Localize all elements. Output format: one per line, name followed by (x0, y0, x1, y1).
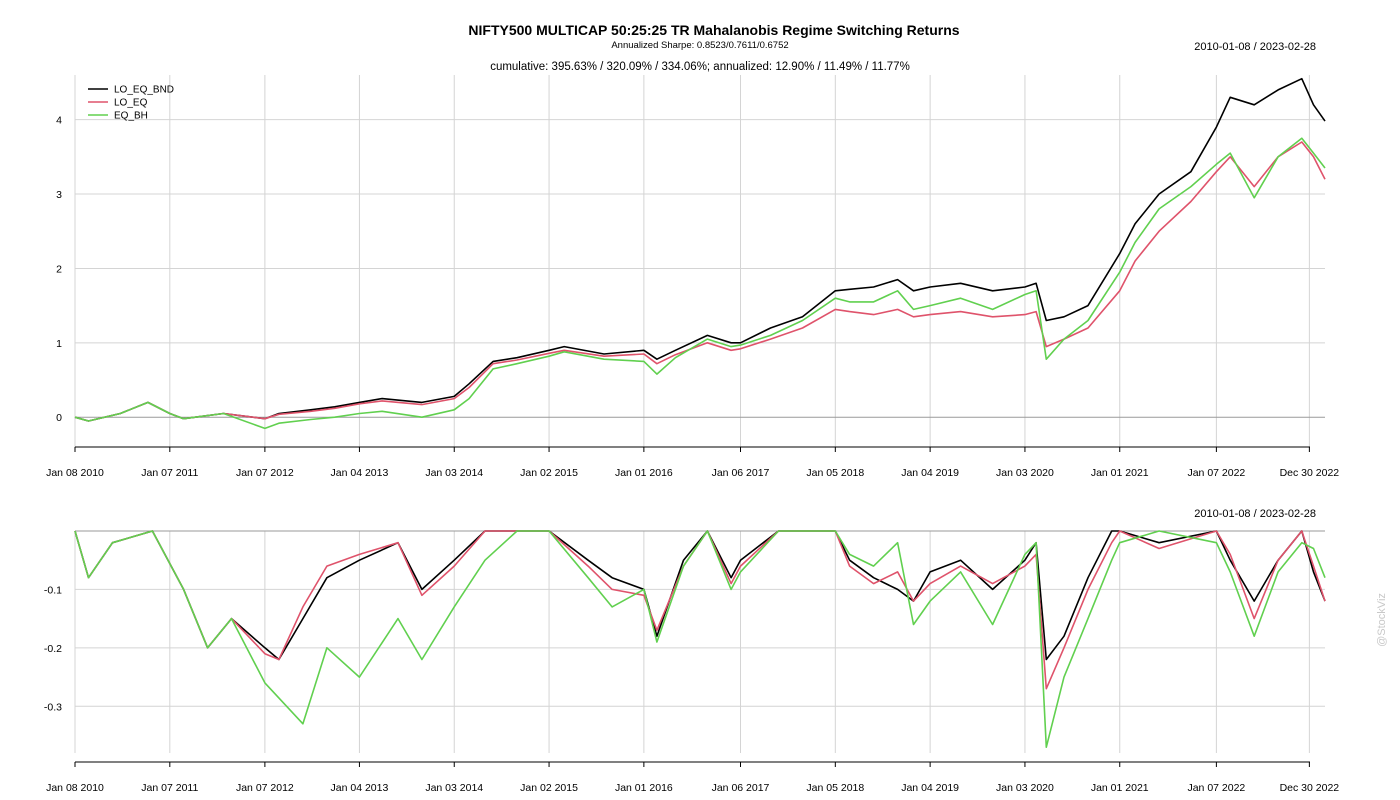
x-tick-label: Jan 01 2016 (615, 467, 673, 479)
series-line-2 (74, 530, 1326, 748)
x-tick-label: Jan 03 2020 (996, 782, 1054, 794)
series-line-0 (74, 530, 1326, 661)
y-tick-label: -0.3 (44, 701, 62, 713)
legend-label: EQ_BH (114, 111, 148, 122)
legend: LO_EQ_BND LO_EQ EQ_BH (88, 85, 174, 122)
x-tick-label: Jan 03 2014 (425, 467, 483, 479)
series-line-lo-eq (74, 141, 1326, 422)
x-tick-label: Dec 30 2022 (1280, 467, 1340, 479)
x-tick-label: Dec 30 2022 (1280, 782, 1340, 794)
x-tick-label: Jan 01 2016 (615, 782, 673, 794)
x-tick-label: Jan 07 2022 (1187, 467, 1245, 479)
bottom-panel-grid (74, 530, 1325, 753)
y-tick-label: 4 (56, 115, 62, 127)
legend-label: LO_EQ (114, 98, 148, 109)
x-tick-label: Jan 01 2021 (1091, 467, 1149, 479)
y-tick-label: -0.1 (44, 584, 62, 596)
bottom-panel-axes: -0.1 -0.2 -0.3 Jan 08 2010 Jan 07 2011 Jan 07… (44, 584, 1339, 794)
x-tick-label: Jan 06 2017 (712, 782, 770, 794)
y-tick-label: 3 (56, 189, 62, 201)
x-tick-label: Jan 03 2020 (996, 467, 1054, 479)
series-line-1 (74, 530, 1326, 690)
legend-label: LO_EQ_BND (114, 85, 174, 96)
x-tick-label: Jan 05 2018 (806, 467, 864, 479)
x-tick-label: Jan 08 2010 (46, 782, 104, 794)
x-tick-label: Jan 08 2010 (46, 467, 104, 479)
watermark: @StockViz (1376, 593, 1388, 647)
top-panel-series (74, 77, 1326, 430)
x-tick-label: Jan 05 2018 (806, 782, 864, 794)
x-tick-label: Jan 04 2013 (331, 467, 389, 479)
y-tick-label: 0 (56, 412, 62, 424)
bottom-panel-series (74, 530, 1326, 748)
x-tick-label: Jan 02 2015 (520, 467, 578, 479)
chart-title: NIFTY500 MULTICAP 50:25:25 TR Mahalanobi… (468, 22, 959, 38)
top-panel-axes: 0 1 2 3 4 Jan 08 2010 Jan 07 2011 Jan 07 2012 Ja… (46, 115, 1339, 479)
top-panel-grid (74, 75, 1325, 447)
x-tick-label: Jan 04 2019 (901, 467, 959, 479)
x-tick-label: Jan 07 2011 (141, 782, 198, 794)
top-date-range: 2010-01-08 / 2023-02-28 (1194, 41, 1316, 53)
x-tick-label: Jan 07 2011 (141, 467, 198, 479)
y-tick-label: 1 (56, 338, 62, 350)
x-tick-label: Jan 04 2019 (901, 782, 959, 794)
x-tick-label: Jan 04 2013 (331, 782, 389, 794)
chart-subtitle: Annualized Sharpe: 0.8523/0.7611/0.6752 (611, 40, 788, 51)
x-tick-label: Jan 07 2022 (1187, 782, 1245, 794)
chart-caption: cumulative: 395.63% / 320.09% / 334.06%;… (490, 61, 910, 73)
series-line-lo-eq-bnd (74, 77, 1326, 422)
x-tick-label: Jan 02 2015 (520, 782, 578, 794)
y-tick-label: 2 (56, 263, 62, 275)
x-tick-label: Jan 03 2014 (425, 782, 483, 794)
x-tick-label: Jan 06 2017 (712, 467, 770, 479)
y-tick-label: -0.2 (44, 643, 62, 655)
series-line-eq-bh (74, 137, 1326, 430)
x-tick-label: Jan 01 2021 (1091, 782, 1149, 794)
x-tick-label: Jan 07 2012 (236, 467, 294, 479)
x-tick-label: Jan 07 2012 (236, 782, 294, 794)
bottom-date-range: 2010-01-08 / 2023-02-28 (1194, 508, 1316, 520)
